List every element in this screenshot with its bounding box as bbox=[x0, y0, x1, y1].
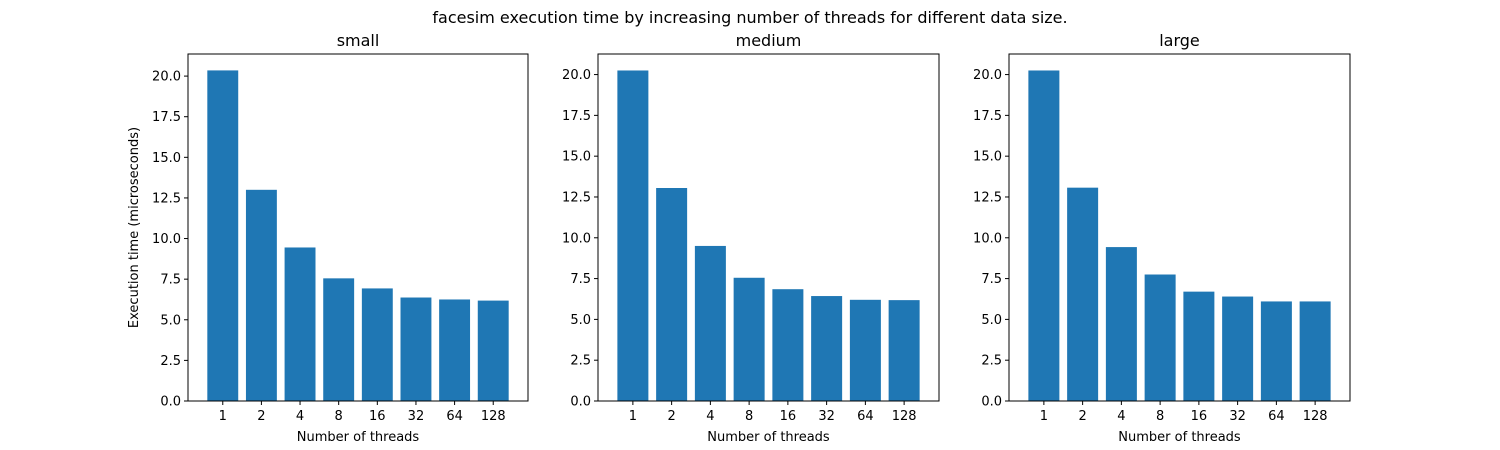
y-tick-label-small-2.5: 2.5 bbox=[160, 354, 181, 369]
bar-medium-8 bbox=[733, 277, 765, 401]
y-tick-label-medium-15.0: 15.0 bbox=[562, 150, 591, 165]
y-tick-label-small-10.0: 10.0 bbox=[152, 232, 181, 247]
x-tick-label-large-8: 8 bbox=[1156, 409, 1164, 424]
x-tick-label-medium-32: 32 bbox=[818, 409, 835, 424]
bar-large-1 bbox=[1028, 70, 1060, 401]
y-tick-label-small-0.0: 0.0 bbox=[160, 395, 181, 410]
subplots: 1 2 4 8 16 32 64 1280.02.55.07.510.012.515.017.… bbox=[127, 31, 1351, 445]
x-tick-label-small-16: 16 bbox=[369, 409, 386, 424]
y-tick-label-large-12.5: 12.5 bbox=[973, 190, 1002, 205]
y-tick-label-medium-2.5: 2.5 bbox=[570, 354, 591, 369]
subplot-medium: 1 2 4 8 16 32 64 128 0.0 2.5 5.0 7.5 10.0 12.5 15.0 17.… bbox=[562, 31, 940, 445]
subplot-title-small: small bbox=[337, 31, 380, 50]
x-tick-label-small-32: 32 bbox=[408, 409, 425, 424]
x-tick-label-large-32: 32 bbox=[1229, 409, 1246, 424]
x-tick-label-medium-64: 64 bbox=[857, 409, 874, 424]
bar-large-2 bbox=[1067, 187, 1099, 401]
bar-small-128 bbox=[477, 300, 509, 401]
bar-medium-16 bbox=[772, 289, 804, 401]
bar-medium-64 bbox=[849, 299, 881, 401]
y-tick-label-medium-20.0: 20.0 bbox=[562, 68, 591, 83]
x-tick-label-small-4: 4 bbox=[296, 409, 304, 424]
bar-large-32 bbox=[1222, 296, 1254, 401]
y-tick-label-large-10.0: 10.0 bbox=[973, 231, 1002, 246]
x-tick-label-large-64: 64 bbox=[1268, 409, 1285, 424]
x-axis-label-large: Number of threads bbox=[1118, 430, 1241, 445]
x-tick-label-medium-2: 2 bbox=[667, 409, 675, 424]
x-tick-label-medium-16: 16 bbox=[780, 409, 797, 424]
subplot-title-large: large bbox=[1159, 31, 1200, 50]
y-tick-label-small-7.5: 7.5 bbox=[160, 273, 181, 288]
y-tick-label-large-20.0: 20.0 bbox=[973, 68, 1002, 83]
y-tick-label-small-5.0: 5.0 bbox=[160, 313, 181, 328]
figure-title: facesim execution time by increasing num… bbox=[432, 8, 1067, 27]
x-tick-label-small-2: 2 bbox=[257, 409, 265, 424]
plot-frame-medium bbox=[597, 53, 940, 402]
x-tick-label-large-2: 2 bbox=[1078, 409, 1086, 424]
bar-small-16 bbox=[361, 288, 393, 401]
y-tick-label-medium-17.5: 17.5 bbox=[562, 109, 591, 124]
bar-large-8 bbox=[1144, 274, 1176, 401]
x-axis-label-small: Number of threads bbox=[297, 430, 420, 445]
x-tick-label-medium-8: 8 bbox=[745, 409, 753, 424]
y-axis-label-small: Execution time (microseconds) bbox=[127, 127, 142, 328]
bar-small-2 bbox=[245, 189, 277, 401]
y-tick-label-large-15.0: 15.0 bbox=[973, 150, 1002, 165]
plot-frame-small bbox=[187, 53, 529, 402]
y-tick-label-small-20.0: 20.0 bbox=[152, 70, 181, 85]
x-tick-label-medium-4: 4 bbox=[706, 409, 714, 424]
y-tick-label-small-15.0: 15.0 bbox=[152, 151, 181, 166]
x-tick-label-large-128: 128 bbox=[1303, 409, 1328, 424]
y-tick-label-medium-5.0: 5.0 bbox=[570, 313, 591, 328]
y-tick-label-small-17.5: 17.5 bbox=[152, 110, 181, 125]
bar-large-64 bbox=[1260, 301, 1292, 401]
bar-medium-1 bbox=[617, 70, 649, 401]
x-tick-label-large-4: 4 bbox=[1117, 409, 1125, 424]
y-tick-label-medium-12.5: 12.5 bbox=[562, 190, 591, 205]
bar-small-8 bbox=[323, 278, 355, 401]
bar-small-1 bbox=[207, 70, 239, 401]
plot-frame-large bbox=[1008, 53, 1351, 402]
x-tick-label-small-64: 64 bbox=[446, 409, 463, 424]
y-tick-label-large-2.5: 2.5 bbox=[981, 354, 1002, 369]
x-tick-label-large-1: 1 bbox=[1040, 409, 1048, 424]
x-tick-label-medium-128: 128 bbox=[892, 409, 917, 424]
y-tick-label-small-12.5: 12.5 bbox=[152, 191, 181, 206]
bar-medium-128 bbox=[888, 300, 920, 401]
subplot-title-medium: medium bbox=[736, 31, 802, 50]
bar-medium-4 bbox=[694, 245, 726, 401]
bar-large-128 bbox=[1299, 301, 1331, 401]
bar-medium-32 bbox=[811, 296, 843, 401]
x-tick-label-medium-1: 1 bbox=[629, 409, 637, 424]
bar-medium-2 bbox=[656, 188, 688, 401]
y-tick-label-large-0.0: 0.0 bbox=[981, 395, 1002, 410]
bar-small-4 bbox=[284, 247, 316, 401]
x-tick-label-small-128: 128 bbox=[481, 409, 506, 424]
subplot-large: 1 2 4 8 16 32 64 128 0.0 2.5 5.0 7.5 10.0 12.5 15.0 17.… bbox=[973, 31, 1351, 445]
y-tick-label-medium-0.0: 0.0 bbox=[570, 395, 591, 410]
bar-large-16 bbox=[1183, 291, 1215, 401]
y-tick-label-large-5.0: 5.0 bbox=[981, 313, 1002, 328]
y-tick-label-medium-7.5: 7.5 bbox=[570, 272, 591, 287]
x-tick-label-small-1: 1 bbox=[219, 409, 227, 424]
x-tick-label-small-8: 8 bbox=[335, 409, 343, 424]
x-tick-label-large-16: 16 bbox=[1191, 409, 1208, 424]
subplot-small: 1 2 4 8 16 32 64 128 0.0 2.5 5.0 7.5 10.0 12.5 15.0 17.… bbox=[127, 31, 529, 445]
bar-large-4 bbox=[1105, 247, 1137, 401]
y-tick-label-large-17.5: 17.5 bbox=[973, 109, 1002, 124]
bar-small-64 bbox=[439, 299, 471, 401]
y-tick-label-medium-10.0: 10.0 bbox=[562, 231, 591, 246]
bar-small-32 bbox=[400, 297, 432, 401]
x-axis-label-medium: Number of threads bbox=[707, 430, 830, 445]
y-tick-label-large-7.5: 7.5 bbox=[981, 272, 1002, 287]
